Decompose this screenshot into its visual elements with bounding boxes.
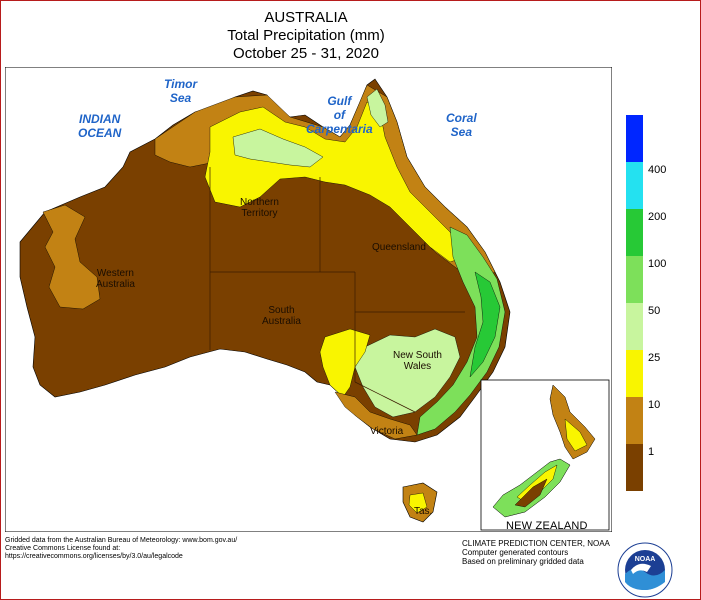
legend-color-5 [626,350,643,397]
label-victoria: Victoria [370,426,404,437]
legend-label-200: 200 [648,211,667,223]
legend-label-1: 1 [648,446,655,458]
label-tasmania: Tas. [414,506,433,517]
legend-color-3 [626,256,643,303]
data-credit: Gridded data from the Australian Bureau … [5,537,238,560]
map-subtitle: Total Precipitation (mm) [227,27,385,44]
label-timor-sea: Timor Sea [164,77,198,105]
north-green-band [232,128,324,168]
label-gulf-of-carpentaria: Gulf of Carpentaria [306,94,373,136]
legend-color-2 [626,209,643,256]
tasmania-yellow [408,492,428,514]
nz-north-yellow [564,418,588,452]
map-date-range: October 25 - 31, 2020 [233,45,379,62]
legend-label-10: 10 [648,399,661,411]
label-western-australia: Western Australia [96,268,135,290]
legend-label-50: 50 [648,305,661,317]
precipitation-map [5,67,612,532]
cape-york-green [366,88,389,128]
label-new-south-wales: New South Wales [393,350,442,372]
southeast-yellow [319,328,371,398]
label-new-zealand: NEW ZEALAND [506,520,588,532]
label-south-australia: South Australia [262,305,301,327]
state-borders [209,167,465,413]
nz-south-brown [514,478,548,508]
noaa-logo-text: NOAA [635,556,656,563]
legend-color-0 [626,115,643,162]
label-indian-ocean: INDIAN OCEAN [78,112,122,140]
label-coral-sea: Coral Sea [446,111,477,139]
southeast-dry [334,391,418,440]
east-coast-very-wet [469,271,501,378]
legend-color-1 [626,162,643,209]
label-queensland: Queensland [372,242,426,253]
cpc-credit: CLIMATE PREDICTION CENTER, NOAA Computer… [462,539,610,566]
legend-label-100: 100 [648,258,667,270]
wa-dry-patch [42,204,101,310]
noaa-logo: NOAA [617,542,673,598]
label-northern-territory: Northern Territory [240,197,279,219]
legend-color-4 [626,303,643,350]
legend-color-6 [626,397,643,444]
legend-label-25: 25 [648,352,661,364]
legend-color-7 [626,444,643,491]
legend-label-400: 400 [648,164,667,176]
map-title: AUSTRALIA [264,9,348,26]
